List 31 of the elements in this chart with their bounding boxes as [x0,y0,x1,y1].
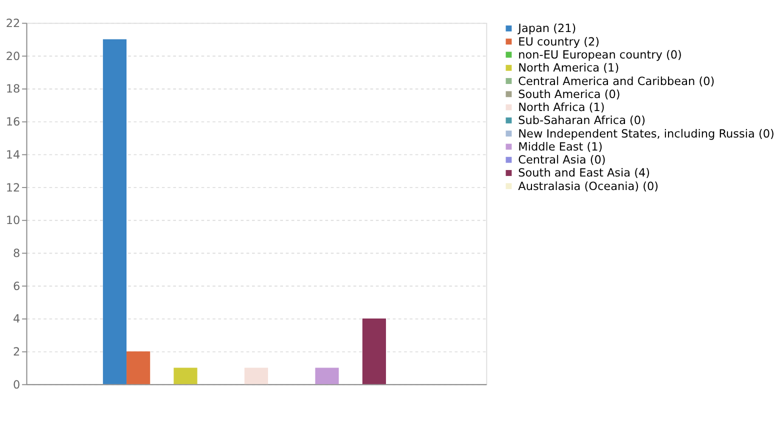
y-tick-label: 6 [13,280,20,293]
y-tick-label: 0 [13,378,20,392]
y-tick-label: 22 [6,17,20,30]
bar [315,368,339,384]
legend-label: Sub-Saharan Africa (0) [518,114,646,128]
legend-label: South and East Asia (4) [518,166,650,180]
legend-label: Japan (21) [517,22,576,36]
bar [102,39,127,384]
legend-label: Central America and Caribbean (0) [518,74,715,88]
y-tick-label: 8 [13,247,20,260]
legend-label: EU country (2) [518,35,600,48]
y-tick-label: 12 [6,181,20,194]
legend-label: North Africa (1) [518,101,605,114]
legend-label: New Independent States, including Russia (0) [518,127,774,140]
y-tick-label: 18 [6,82,20,96]
y-tick-label: 2 [13,346,20,359]
bar [126,351,150,384]
bar [174,368,198,384]
legend-label: North America (1) [518,62,620,75]
bar [362,318,386,384]
legend-label: Central Asia (0) [518,154,606,167]
y-tick-label: 16 [6,116,20,129]
y-tick-label: 20 [6,50,20,63]
legend-label: Australasia (Oceania) (0) [518,180,659,193]
legend-label: South America (0) [518,88,620,101]
y-tick-label: 4 [13,312,20,326]
legend-label: non-EU European country (0) [518,48,682,62]
y-tick-label: 10 [6,214,20,228]
legend-label: Middle East (1) [518,140,603,154]
y-tick-label: 14 [6,148,20,162]
bar [244,368,268,384]
